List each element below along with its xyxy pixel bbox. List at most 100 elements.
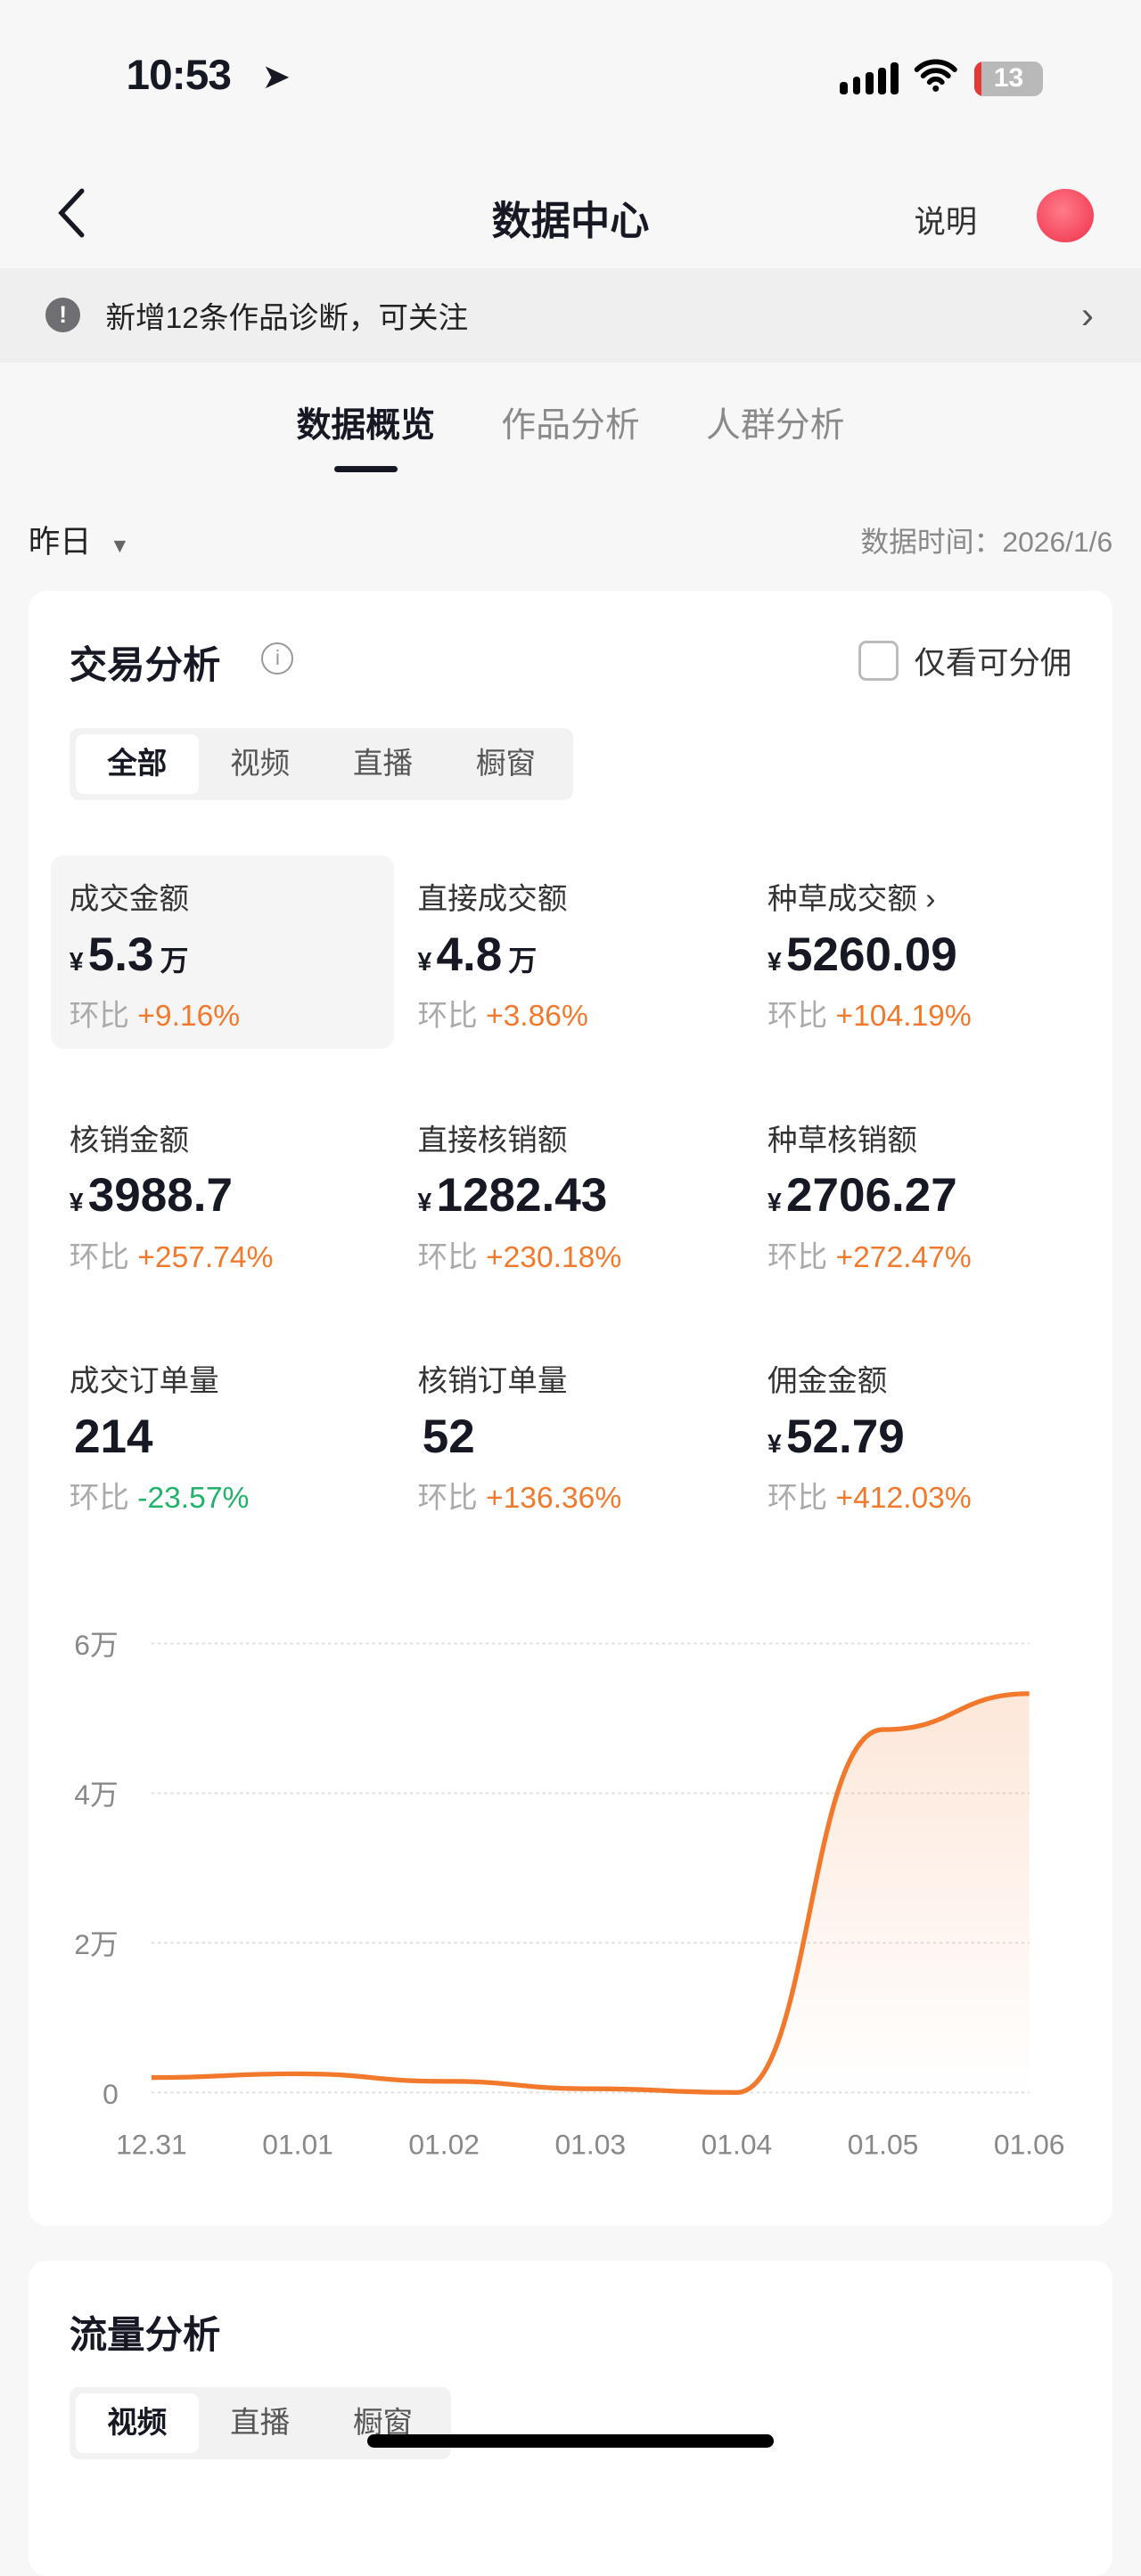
metric-currency: ¥ <box>768 947 782 976</box>
metric-item[interactable]: 种草成交额 › ¥5260.09 环比 +104.19% <box>768 874 1098 1034</box>
info-icon[interactable]: i <box>261 642 293 675</box>
period-dropdown[interactable]: 昨日 ▼ <box>29 517 130 562</box>
metric-value: 214 <box>70 1410 400 1464</box>
x-tick-label: 01.03 <box>554 2128 626 2160</box>
metric-value: ¥1282.43 <box>418 1168 749 1223</box>
metric-change: 环比 +136.36% <box>418 1473 749 1517</box>
metric-label: 核销金额 <box>70 1116 400 1159</box>
change-value: -23.57% <box>137 1482 249 1515</box>
segment-live[interactable]: 直播 <box>322 734 445 794</box>
metric-change: 环比 +9.16% <box>70 991 400 1034</box>
metric-label: 直接核销额 <box>418 1116 749 1159</box>
x-tick-label: 01.04 <box>701 2128 772 2160</box>
metric-number: 52.79 <box>786 1411 905 1463</box>
ratio-label: 环比 <box>418 1241 478 1274</box>
tab-overview[interactable]: 数据概览 <box>296 397 435 447</box>
change-value: +104.19% <box>836 1000 972 1033</box>
metric-label: 种草核销额 <box>768 1116 1098 1159</box>
metric-label: 种草成交额 › <box>768 874 1098 918</box>
segment-all[interactable]: 全部 <box>76 734 199 794</box>
metric-currency: ¥ <box>768 1429 782 1458</box>
data-time: 数据时间：2026/1/6 <box>860 519 1112 560</box>
main-tabs: 数据概览 作品分析 人群分析 <box>0 397 1141 447</box>
change-value: +9.16% <box>137 1000 240 1033</box>
alert-icon: ! <box>45 298 80 332</box>
status-icons: 13 <box>840 57 1043 101</box>
ratio-label: 环比 <box>418 1000 478 1033</box>
metric-label: 成交订单量 <box>70 1356 400 1400</box>
change-value: +257.74% <box>137 1241 273 1274</box>
metric-label: 直接成交额 <box>418 874 749 918</box>
notice-text: 新增12条作品诊断，可关注 <box>105 293 468 337</box>
metric-currency: ¥ <box>70 1188 84 1216</box>
segment-window[interactable]: 橱窗 <box>445 734 568 794</box>
metric-item[interactable]: 直接核销额 ¥1282.43 环比 +230.18% <box>418 1116 749 1276</box>
metric-change: 环比 +272.47% <box>768 1232 1098 1276</box>
status-time: 10:53 <box>126 51 231 100</box>
change-value: +230.18% <box>486 1241 621 1274</box>
chevron-right-icon: › <box>1081 294 1094 337</box>
metric-item[interactable]: 种草核销额 ¥2706.27 环比 +272.47% <box>768 1116 1098 1276</box>
ratio-label: 环比 <box>768 1241 827 1274</box>
metric-number: 52 <box>423 1411 475 1463</box>
metric-change: 环比 +104.19% <box>768 991 1098 1034</box>
metric-currency: ¥ <box>70 947 84 976</box>
y-tick-label: 2万 <box>74 1927 119 1959</box>
y-tick-label: 4万 <box>74 1778 119 1810</box>
period-value: 昨日 <box>29 525 92 560</box>
metric-value: 52 <box>418 1410 749 1464</box>
ratio-label: 环比 <box>70 1241 129 1274</box>
x-tick-label: 01.01 <box>262 2128 333 2160</box>
traffic-segment: 视频 直播 橱窗 <box>70 2387 451 2459</box>
metric-change: 环比 +257.74% <box>70 1232 400 1276</box>
home-indicator[interactable] <box>367 2434 774 2449</box>
trade-title: 交易分析 <box>70 635 221 690</box>
metric-change: 环比 +412.03% <box>768 1473 1098 1517</box>
metric-label: 佣金金额 <box>768 1356 1098 1400</box>
segment-video[interactable]: 视频 <box>199 734 322 794</box>
metric-value: ¥52.79 <box>768 1410 1098 1464</box>
y-tick-label: 0 <box>103 2077 119 2109</box>
traffic-analysis-card: 流量分析 视频 直播 橱窗 <box>29 2261 1112 2576</box>
location-arrow-icon: ➤ <box>261 57 291 97</box>
metric-number: 214 <box>74 1411 152 1463</box>
metric-item[interactable]: 核销订单量 52 环比 +136.36% <box>418 1356 749 1517</box>
wifi-icon <box>914 57 958 101</box>
metric-label: 成交金额 <box>70 874 400 918</box>
metric-value: ¥2706.27 <box>768 1168 1098 1223</box>
ratio-label: 环比 <box>70 1000 129 1033</box>
area-fill <box>152 1693 1030 2092</box>
metric-number: 2706.27 <box>786 1169 957 1222</box>
notice-bar[interactable]: ! 新增12条作品诊断，可关注 › <box>0 268 1141 363</box>
metric-currency: ¥ <box>768 1188 782 1216</box>
segment-video[interactable]: 视频 <box>76 2393 199 2453</box>
metric-change: 环比 -23.57% <box>70 1473 400 1517</box>
trade-segment: 全部 视频 直播 橱窗 <box>70 728 574 800</box>
y-tick-label: 6万 <box>74 1628 119 1660</box>
traffic-title: 流量分析 <box>70 2305 221 2359</box>
screen: 10:53 ➤ 13 数据中心 说明 ! 新增12条作品诊断，可关注 › 数据概… <box>0 0 1141 2472</box>
explain-button[interactable]: 说明 <box>914 197 977 242</box>
metric-item[interactable]: 佣金金额 ¥52.79 环比 +412.03% <box>768 1356 1098 1517</box>
cellular-signal-icon <box>840 62 898 94</box>
x-tick-label: 01.05 <box>848 2128 919 2160</box>
metric-number: 4.8 <box>437 928 503 981</box>
tab-works[interactable]: 作品分析 <box>501 397 640 447</box>
tab-audience[interactable]: 人群分析 <box>706 397 845 447</box>
metric-item[interactable]: 核销金额 ¥3988.7 环比 +257.74% <box>70 1116 400 1276</box>
x-tick-label: 01.06 <box>994 2128 1065 2160</box>
metric-number: 5.3 <box>88 928 154 981</box>
change-value: +136.36% <box>486 1482 621 1515</box>
metric-unit: 万 <box>508 945 537 977</box>
assistant-avatar-icon[interactable] <box>1037 189 1094 242</box>
segment-live[interactable]: 直播 <box>199 2393 322 2453</box>
commission-only-checkbox[interactable]: 仅看可分佣 <box>858 638 1071 683</box>
metric-number: 5260.09 <box>786 928 957 981</box>
metric-number: 3988.7 <box>88 1169 233 1222</box>
metric-item[interactable]: 成交订单量 214 环比 -23.57% <box>70 1356 400 1517</box>
